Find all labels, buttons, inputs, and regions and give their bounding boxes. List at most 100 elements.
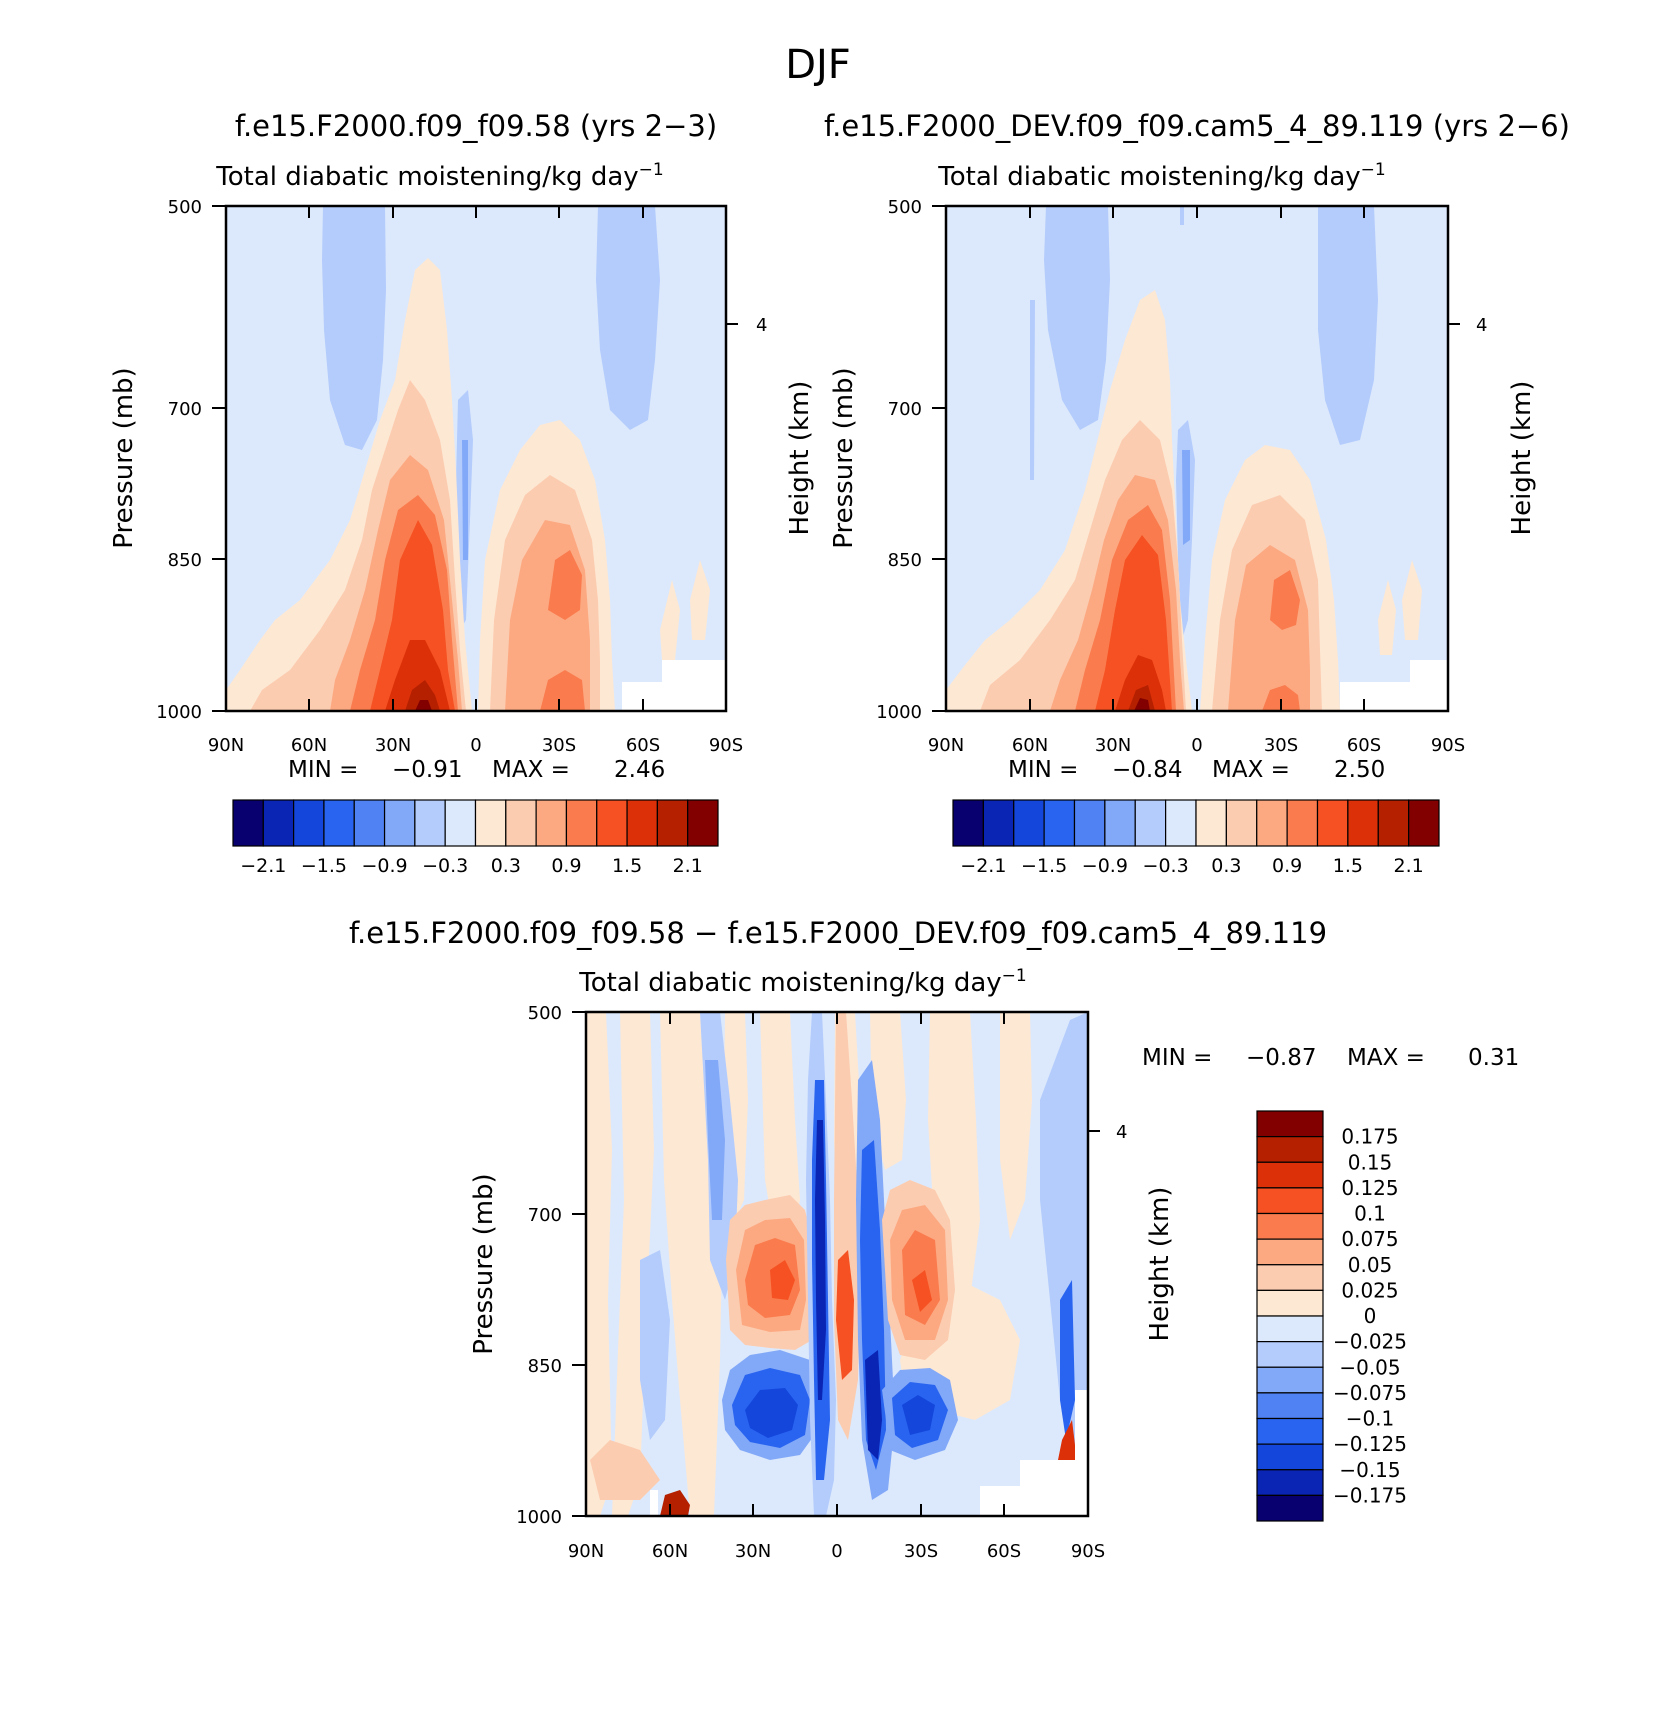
- panel-diff-xtick-label: 60S: [987, 1541, 1021, 1562]
- panel-run1-colorbar-swatch: [596, 799, 628, 847]
- panel-run1-colorbar-swatch: [323, 799, 355, 847]
- panel-run2-right-tick-label: 4: [1476, 315, 1487, 336]
- panel-run2-colorbar-swatch: [1013, 799, 1045, 847]
- panel-run1-colorbar-swatch: [565, 799, 598, 847]
- panel-diff-xtick-label: 60N: [652, 1541, 688, 1562]
- panel-run2-max-value: 2.50: [1334, 757, 1385, 783]
- panel-diff-subtitle-text: Total diabatic moistening: [578, 968, 905, 998]
- panel-run2-colorbar-swatch: [1377, 799, 1410, 847]
- panel-run1-colorbar-label: −0.3: [422, 855, 468, 877]
- panel-run2-colorbar: −2.1 −1.5 −0.9 −0.3 0.3 0.9 1.5 2.1: [952, 799, 1440, 877]
- panel-diff-colorbar-label: 0.15: [1348, 1150, 1393, 1174]
- panel-run2-contours: [946, 206, 1448, 711]
- panel-run1-colorbar-swatch: [414, 799, 446, 847]
- panel-diff-title: f.e15.F2000.f09_f09.58 − f.e15.F2000_DEV…: [349, 916, 1327, 950]
- panel-diff-colorbar-swatch: [1256, 1315, 1324, 1343]
- panel-diff-colorbar-swatch: [1256, 1366, 1324, 1394]
- panel-run2-colorbar-swatch: [1195, 799, 1227, 847]
- panel-run1-colorbar-swatch: [353, 799, 386, 847]
- panel-run1-colorbar-label: 1.5: [612, 855, 642, 877]
- panel-diff-right-tick-label: 4: [1116, 1122, 1127, 1143]
- panel-run1-colorbar-label: −0.9: [361, 855, 407, 877]
- panel-run2-colorbar-swatch: [1225, 799, 1258, 847]
- panel-diff-colorbar-swatch: [1256, 1110, 1324, 1138]
- panel-run1-units: /kg day: [542, 162, 638, 192]
- panel-run1-min-label: MIN =: [288, 757, 358, 783]
- panel-diff: f.e15.F2000.f09_f09.58 − f.e15.F2000_DEV…: [349, 916, 1519, 1562]
- panel-run2-colorbar-swatch: [1347, 799, 1379, 847]
- panel-diff-colorbar-label: −0.15: [1339, 1458, 1400, 1482]
- panel-run2-xtick-label: 0: [1191, 735, 1202, 756]
- panel-run1-xtick-label: 60S: [626, 735, 660, 756]
- panel-run2-ylabel-right: Height (km): [1507, 381, 1537, 536]
- panel-diff-colorbar-label: 0.05: [1348, 1253, 1393, 1277]
- panel-diff-colorbar-swatch: [1256, 1161, 1324, 1189]
- panel-diff-ytick-label: 850: [528, 1356, 562, 1377]
- panel-run2-colorbar-label: −0.9: [1082, 855, 1128, 877]
- panel-run2-xtick-label: 30S: [1264, 735, 1298, 756]
- panel-run1-colorbar-swatch: [444, 799, 477, 847]
- panel-diff-xtick-label: 30N: [735, 1541, 771, 1562]
- panel-diff-colorbar-swatch: [1256, 1341, 1324, 1368]
- panel-diff-contours: [586, 1012, 1088, 1516]
- panel-run1-subtitle-text: Total diabatic moistening: [215, 162, 542, 192]
- panel-run2-colorbar-label: −1.5: [1021, 855, 1067, 877]
- panel-run1-colorbar-swatch: [474, 799, 507, 847]
- panel-run2-colorbar-swatch: [1286, 799, 1319, 847]
- panel-run2-colorbar-label: 0.9: [1272, 855, 1302, 877]
- figure-title: DJF: [785, 42, 851, 88]
- panel-diff-min-value: −0.87: [1246, 1045, 1316, 1071]
- panel-run2-min-label: MIN =: [1008, 757, 1078, 783]
- panel-run2-ylabel: Pressure (mb): [829, 367, 859, 548]
- panel-run2-colorbar-swatch: [1104, 799, 1136, 847]
- panel-run2: f.e15.F2000_DEV.f09_f09.cam5_4_89.119 (y…: [824, 109, 1570, 877]
- panel-diff-max-value: 0.31: [1468, 1045, 1519, 1071]
- panel-diff-colorbar-swatch: [1256, 1212, 1324, 1240]
- panel-run2-ytick-label: 1000: [876, 702, 922, 723]
- panel-run1-xtick-label: 0: [470, 735, 481, 756]
- panel-run2-units: /kg day: [1264, 162, 1360, 192]
- panel-diff-colorbar-label: 0.1: [1354, 1202, 1386, 1226]
- panel-diff-colorbar-swatch: [1256, 1494, 1324, 1522]
- panel-diff-colorbar-swatch: [1256, 1392, 1324, 1420]
- panel-run1-colorbar-swatch: [293, 799, 325, 847]
- panel-run2-subtitle: Total diabatic moistening/kg day−1: [937, 160, 1385, 192]
- panel-run1-colorbar-label: −1.5: [301, 855, 347, 877]
- panel-run2-xtick-label: 60N: [1012, 735, 1048, 756]
- panel-diff-yticks: [572, 1011, 1100, 1517]
- panel-run1-colorbar-label: 2.1: [673, 855, 703, 877]
- panel-run1-xtick-label: 30N: [375, 735, 411, 756]
- panel-run1-ylabel: Pressure (mb): [109, 367, 139, 548]
- panel-diff-colorbar-swatch: [1256, 1469, 1324, 1496]
- panel-run1-max-value: 2.46: [614, 757, 665, 783]
- panel-diff-colorbar-label: 0: [1364, 1304, 1377, 1328]
- panel-run2-yticks: [932, 205, 1460, 712]
- panel-run1-ytick-label: 850: [168, 550, 202, 571]
- panel-diff-colorbar: 0.1750.150.1250.10.0750.050.0250−0.025−0…: [1256, 1110, 1407, 1522]
- panel-diff-colorbar-swatch: [1256, 1136, 1324, 1163]
- panel-run2-colorbar-label: 2.1: [1394, 855, 1424, 877]
- panel-run1-ylabel-right: Height (km): [785, 381, 815, 536]
- panel-diff-xtick-label: 0: [831, 1541, 842, 1562]
- panel-diff-colorbar-label: −0.05: [1339, 1355, 1400, 1379]
- panel-diff-xtick-label: 90S: [1071, 1541, 1105, 1562]
- panel-diff-xtick-label: 90N: [568, 1541, 604, 1562]
- panel-diff-subtitle: Total diabatic moistening/kg day−1: [578, 966, 1026, 998]
- panel-diff-colorbar-label: −0.025: [1333, 1330, 1407, 1354]
- panel-run2-title: f.e15.F2000_DEV.f09_f09.cam5_4_89.119 (y…: [824, 109, 1570, 143]
- panel-run2-units-exp: −1: [1361, 160, 1386, 180]
- panel-diff-colorbar-swatch: [1256, 1238, 1324, 1266]
- panel-run2-colorbar-label: 1.5: [1333, 855, 1363, 877]
- panel-run2-colorbar-label: −2.1: [960, 855, 1006, 877]
- panel-diff-colorbar-label: −0.1: [1346, 1407, 1395, 1431]
- panel-run2-xtick-label: 90N: [928, 735, 964, 756]
- panel-diff-ylabel: Pressure (mb): [469, 1173, 499, 1354]
- panel-run2-max-label: MAX =: [1212, 757, 1290, 783]
- panel-diff-colorbar-label: −0.175: [1333, 1483, 1407, 1507]
- panel-diff-max-label: MAX =: [1347, 1045, 1425, 1071]
- panel-diff-ytick-label: 700: [528, 1205, 562, 1226]
- panel-run2-colorbar-swatch: [1256, 799, 1288, 847]
- panel-run2-colorbar-swatch: [1408, 799, 1440, 847]
- panel-diff-colorbar-label: 0.025: [1341, 1278, 1398, 1302]
